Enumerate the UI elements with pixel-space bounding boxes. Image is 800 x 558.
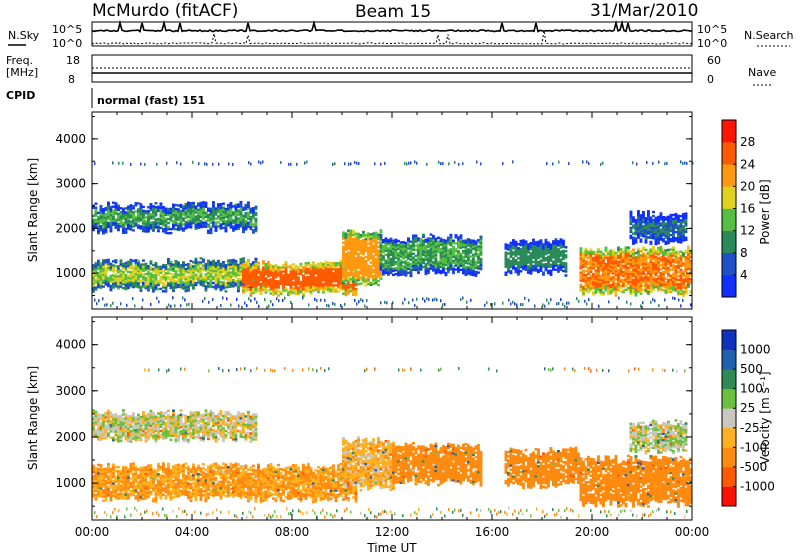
velocity-region-2 bbox=[342, 436, 395, 491]
power-cbar-swatch-6 bbox=[722, 142, 736, 164]
velocity-y-tick-1: 2000 bbox=[55, 430, 86, 444]
velocity-region-0 bbox=[92, 462, 357, 503]
velocity-region-6 bbox=[630, 419, 688, 455]
power-y-tick-2: 3000 bbox=[55, 177, 86, 191]
power-region-4 bbox=[380, 233, 483, 277]
time-tick-3: 12:00 bbox=[375, 525, 410, 539]
power-cbar-swatch-4 bbox=[722, 186, 736, 208]
beam-title: Beam 15 bbox=[355, 2, 431, 22]
power-y-tick-3: 4000 bbox=[55, 132, 86, 146]
nave-bottom: 0 bbox=[707, 73, 714, 86]
velocity-cbar-swatch-3 bbox=[722, 428, 736, 448]
freq-top: 18 bbox=[66, 54, 80, 67]
power-y-tick-1: 2000 bbox=[55, 221, 86, 235]
freq-panel: Freq. [MHz] 18 8 60 0 Nave bbox=[6, 54, 776, 86]
cpid-value: normal (fast) 151 bbox=[97, 94, 205, 107]
power-cbar-swatch-0 bbox=[722, 275, 736, 297]
velocity-y-tick-3: 4000 bbox=[55, 338, 86, 352]
power-region-5 bbox=[505, 238, 568, 276]
velocity-y-tick-2: 3000 bbox=[55, 384, 86, 398]
nsearch-line bbox=[92, 31, 692, 44]
velocity-region-4 bbox=[505, 447, 580, 490]
nsky-bottom-right: 10^0 bbox=[697, 37, 727, 50]
time-tick-5: 20:00 bbox=[575, 525, 610, 539]
date-title: 31/Mar/2010 bbox=[590, 1, 698, 21]
cpid-panel: CPID normal (fast) 151 bbox=[6, 88, 205, 108]
velocity-data-layer bbox=[92, 367, 692, 519]
nsearch-label: N.Search bbox=[744, 29, 794, 42]
velocity-cbar-swatch-2 bbox=[722, 447, 736, 467]
power-cbar-tick-3: 16 bbox=[740, 202, 755, 216]
nsky-top-right: 10^5 bbox=[697, 23, 727, 36]
power-colorbar: 4 8 12 16 20 24 28 bbox=[722, 120, 755, 297]
power-region-7 bbox=[630, 210, 688, 245]
time-tick-2: 08:00 bbox=[275, 525, 310, 539]
nsky-line bbox=[92, 23, 692, 32]
velocity-region-5 bbox=[580, 455, 693, 508]
velocity-cbar-swatch-0 bbox=[722, 486, 736, 506]
nave-label: Nave bbox=[748, 66, 776, 79]
velocity-cbar-swatch-1 bbox=[722, 467, 736, 487]
cpid-label: CPID bbox=[6, 89, 35, 102]
time-tick-0: 00:00 bbox=[75, 525, 110, 539]
power-region-6 bbox=[580, 245, 693, 297]
time-tick-6: 00:00 bbox=[675, 525, 710, 539]
station-title: McMurdo (fitACF) bbox=[92, 1, 238, 21]
time-tick-1: 04:00 bbox=[175, 525, 210, 539]
velocity-colorbar-label: Velocity [m s⁻¹] bbox=[758, 371, 772, 464]
nsky-panel: N.Sky 10^5 10^0 10^5 10^0 N.Search bbox=[8, 22, 794, 50]
velocity-cbar-swatch-4 bbox=[722, 408, 736, 428]
velocity-panel: 1000 2000 3000 4000 00:00 04:00 08:00 12:00 16:… bbox=[26, 317, 709, 554]
power-data-layer bbox=[92, 160, 694, 307]
nsky-bottom-left: 10^0 bbox=[52, 37, 82, 50]
power-colorbar-label: Power [dB] bbox=[758, 179, 772, 244]
nave-top: 60 bbox=[707, 54, 721, 67]
power-ylabel: Slant Range [km] bbox=[26, 158, 40, 262]
velocity-cbar-swatch-8 bbox=[722, 330, 736, 350]
freq-bottom: 8 bbox=[68, 73, 75, 86]
velocity-cbar-swatch-5 bbox=[722, 389, 736, 409]
velocity-cbar-tick-0: -1000 bbox=[740, 479, 775, 493]
nsky-label: N.Sky bbox=[8, 29, 40, 42]
power-cbar-swatch-7 bbox=[722, 120, 736, 142]
velocity-region-3 bbox=[392, 442, 482, 487]
velocity-cbar-swatch-6 bbox=[722, 369, 736, 389]
power-cbar-tick-4: 20 bbox=[740, 179, 755, 193]
power-cbar-tick-6: 28 bbox=[740, 135, 755, 149]
power-region-1 bbox=[92, 201, 257, 235]
velocity-ylabel: Slant Range [km] bbox=[26, 366, 40, 470]
power-panel: 1000 2000 3000 4000 Slant Range [km] bbox=[26, 112, 694, 309]
power-cbar-swatch-5 bbox=[722, 164, 736, 186]
freq-unit: [MHz] bbox=[6, 66, 38, 79]
velocity-region-1 bbox=[92, 409, 257, 443]
power-cbar-tick-0: 4 bbox=[740, 268, 748, 282]
power-region-0 bbox=[92, 257, 257, 293]
time-tick-4: 16:00 bbox=[475, 525, 510, 539]
power-y-tick-0: 1000 bbox=[55, 266, 86, 280]
velocity-cbar-swatch-7 bbox=[722, 350, 736, 370]
power-cbar-tick-1: 8 bbox=[740, 246, 748, 260]
velocity-y-tick-0: 1000 bbox=[55, 476, 86, 490]
velocity-cbar-tick-7: 1000 bbox=[740, 343, 771, 357]
time-axis-label: Time UT bbox=[366, 541, 417, 554]
power-cbar-tick-5: 24 bbox=[740, 157, 755, 171]
power-cbar-swatch-2 bbox=[722, 231, 736, 253]
nsky-top-left: 10^5 bbox=[52, 23, 82, 36]
velocity-cbar-tick-4: 25 bbox=[740, 401, 755, 415]
power-cbar-tick-2: 12 bbox=[740, 224, 755, 238]
power-region-2 bbox=[242, 260, 357, 297]
power-region-3 bbox=[342, 229, 382, 286]
power-cbar-swatch-3 bbox=[722, 209, 736, 231]
velocity-cbar-tick-3: -25 bbox=[740, 421, 760, 435]
power-cbar-swatch-1 bbox=[722, 253, 736, 275]
